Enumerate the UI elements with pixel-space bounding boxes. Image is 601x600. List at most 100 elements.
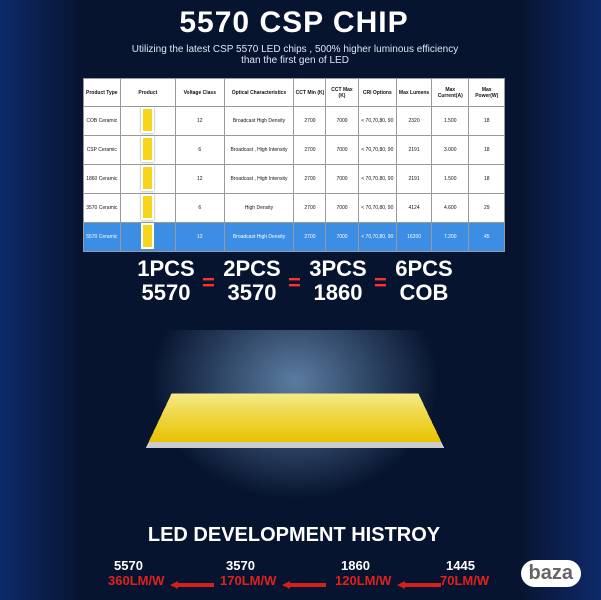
table-cell: 2700 bbox=[293, 164, 327, 194]
table-row: CSP Ceramic 6 Broadcast , High Intensity 27… bbox=[83, 135, 505, 165]
table-cell: < 70,70,80, 90 bbox=[357, 106, 398, 136]
table-cell: Broadcast , High Intensity bbox=[223, 135, 295, 165]
product-image-cell bbox=[119, 135, 177, 165]
equals-sign: = bbox=[202, 270, 215, 295]
equivalence-chip: 5570 bbox=[141, 280, 191, 305]
history-chip: 5570 bbox=[114, 558, 143, 573]
column-header: Max Lumens bbox=[396, 78, 433, 107]
equivalence-chip: 3570 bbox=[227, 280, 277, 305]
table-cell: 2700 bbox=[293, 106, 327, 136]
table-cell: 2191 bbox=[396, 135, 433, 165]
column-header: Voltage Class bbox=[175, 78, 225, 107]
column-header: CCT Min (K) bbox=[293, 78, 327, 107]
table-row: 3570 Ceramic 6 High Density 2700 7000 < 70,70… bbox=[83, 193, 505, 223]
product-image bbox=[141, 223, 155, 249]
table-cell: CSP Ceramic bbox=[83, 135, 121, 165]
table-cell: 12 bbox=[175, 222, 225, 252]
history-arrow bbox=[397, 576, 441, 589]
column-header: CCT Max (K) bbox=[325, 78, 359, 107]
table-cell: 1860 Ceramic bbox=[83, 164, 121, 194]
table-cell: 5570 Ceramic bbox=[83, 222, 121, 252]
table-cell: 7.200 bbox=[431, 222, 470, 252]
history-efficiency: 360LM/W bbox=[108, 573, 165, 588]
history-chip: 1860 bbox=[341, 558, 370, 573]
table-cell: < 70,70,80, 90 bbox=[357, 135, 398, 165]
table-cell: 4.600 bbox=[431, 193, 470, 223]
table-cell: 2700 bbox=[293, 193, 327, 223]
history-efficiency: 120LM/W bbox=[335, 573, 392, 588]
table-cell: COB Ceramic bbox=[83, 106, 121, 136]
table-cell: 29 bbox=[468, 193, 505, 223]
column-header: CRI Options bbox=[357, 78, 398, 107]
product-image-cell bbox=[119, 222, 177, 252]
table-cell: 1.500 bbox=[431, 164, 470, 194]
table-cell: 12 bbox=[175, 164, 225, 194]
equivalence-count: 6PCS bbox=[395, 256, 453, 281]
chip-illustration bbox=[145, 393, 445, 448]
equivalence-count: 1PCS bbox=[137, 256, 195, 281]
table-cell: 6 bbox=[175, 193, 225, 223]
arrow-icon bbox=[397, 581, 441, 589]
product-image-cell bbox=[119, 164, 177, 194]
column-header: Max Power(W) bbox=[468, 78, 505, 107]
table-cell: < 70,70,80, 90 bbox=[357, 164, 398, 194]
table-cell: 16200 bbox=[396, 222, 433, 252]
equivalence-count: 3PCS bbox=[309, 256, 367, 281]
watermark: baza bbox=[520, 560, 581, 587]
table-cell: 2191 bbox=[396, 164, 433, 194]
history-arrow bbox=[282, 576, 326, 589]
history-chip: 3570 bbox=[226, 558, 255, 573]
table-cell: 2700 bbox=[293, 135, 327, 165]
history-chip: 1445 bbox=[446, 558, 475, 573]
table-row: COB Ceramic 12 Broadcast High Density 2700 7… bbox=[83, 106, 505, 136]
table-cell: Broadcast High Density bbox=[223, 222, 295, 252]
table-cell: < 70,70,80, 90 bbox=[357, 222, 398, 252]
column-header: Max Current(A) bbox=[431, 78, 470, 107]
table-cell: 2700 bbox=[293, 222, 327, 252]
equivalence-chip: COB bbox=[399, 280, 449, 305]
table-cell: 7000 bbox=[325, 222, 359, 252]
arrow-icon bbox=[170, 581, 214, 589]
table-cell: 18 bbox=[468, 164, 505, 194]
history-efficiency: 70LM/W bbox=[440, 573, 490, 588]
table-cell: 18 bbox=[468, 135, 505, 165]
table-row: 1860 Ceramic 12 Broadcast , High Intensity… bbox=[83, 164, 505, 194]
column-header: Product Type bbox=[83, 78, 121, 107]
table-cell: 1.500 bbox=[431, 106, 470, 136]
history-title: LED DEVELOPMENT HISTROY bbox=[147, 524, 441, 546]
product-image bbox=[141, 165, 155, 191]
table-cell: 7000 bbox=[325, 135, 359, 165]
arrow-icon bbox=[282, 581, 326, 589]
table-cell: Broadcast High Density bbox=[223, 106, 295, 136]
table-cell: < 70,70,80, 90 bbox=[357, 193, 398, 223]
table-cell: 7000 bbox=[325, 193, 359, 223]
column-header: Product bbox=[119, 78, 177, 107]
table-cell: 6 bbox=[175, 135, 225, 165]
equals-sign: = bbox=[374, 270, 387, 295]
title: 5570 CSP CHIP bbox=[179, 6, 409, 39]
table-cell: 3570 Ceramic bbox=[83, 193, 121, 223]
column-header: Optical Characteristics bbox=[223, 78, 295, 107]
product-image-cell bbox=[119, 193, 177, 223]
spec-table: Product Type Product Voltage Class Optical … bbox=[83, 78, 505, 252]
table-cell: 7000 bbox=[325, 164, 359, 194]
product-image bbox=[141, 194, 155, 220]
product-image bbox=[141, 136, 155, 162]
table-cell: 12 bbox=[175, 106, 225, 136]
equivalence-chip: 1860 bbox=[313, 280, 363, 305]
table-cell: 45 bbox=[468, 222, 505, 252]
equivalence-count: 2PCS bbox=[223, 256, 281, 281]
history-efficiency: 170LM/W bbox=[220, 573, 277, 588]
equals-sign: = bbox=[288, 270, 301, 295]
table-cell: 2320 bbox=[396, 106, 433, 136]
table-cell: High Density bbox=[223, 193, 295, 223]
table-cell: 18 bbox=[468, 106, 505, 136]
header-row: Product Type Product Voltage Class Optical … bbox=[83, 78, 505, 107]
product-image-cell bbox=[119, 106, 177, 136]
subtitle: Utilizing the latest CSP 5570 LED chips … bbox=[131, 44, 459, 66]
table-cell: 3.000 bbox=[431, 135, 470, 165]
history-arrow bbox=[170, 576, 214, 589]
table-cell: 4124 bbox=[396, 193, 433, 223]
table-cell: 7000 bbox=[325, 106, 359, 136]
table-cell: Broadcast , High Intensity bbox=[223, 164, 295, 194]
